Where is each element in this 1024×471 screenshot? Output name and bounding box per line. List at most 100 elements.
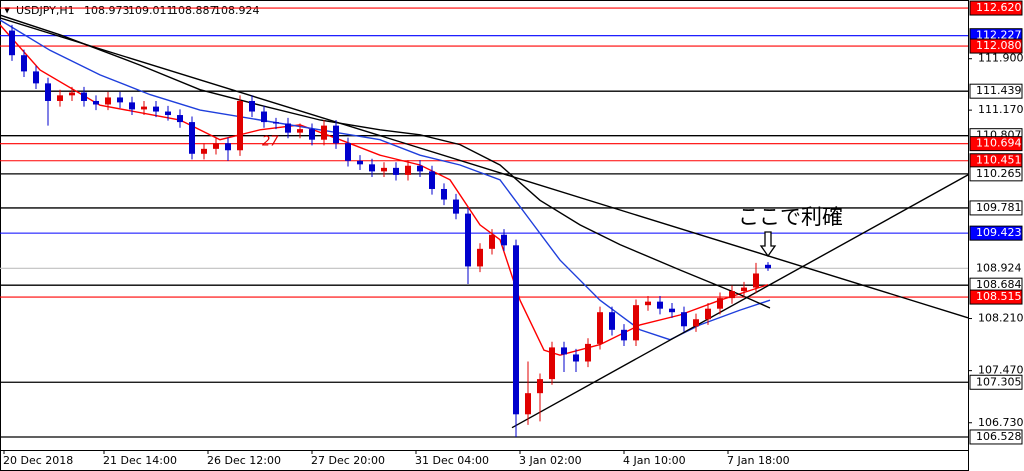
- level-label: 112.620: [976, 1, 1022, 14]
- candle-body: [225, 143, 231, 151]
- candle-body: [165, 111, 171, 116]
- candle-body: [81, 92, 87, 101]
- high: 109.011: [128, 4, 174, 17]
- level-label-box: [969, 166, 1023, 182]
- low: 108.887: [171, 4, 217, 17]
- candle-body: [333, 125, 339, 144]
- candle-body: [717, 298, 723, 309]
- candle-body: [321, 125, 327, 140]
- candle-body: [417, 165, 423, 172]
- candle-body: [129, 102, 135, 110]
- level-label: 110.265: [976, 167, 1022, 180]
- candle-body: [141, 106, 147, 110]
- annotation: 27: [262, 135, 279, 150]
- candle-body: [345, 143, 351, 161]
- candle-body: [369, 164, 375, 172]
- candle-body: [633, 305, 639, 341]
- close: 108.924: [214, 4, 260, 17]
- level-label-box: [969, 200, 1023, 216]
- level-label: 108.924: [976, 261, 1022, 274]
- y-tick-label: 111.900: [978, 52, 1024, 65]
- candle-body: [201, 148, 207, 154]
- x-tick-label: 4 Jan 10:00: [623, 454, 686, 467]
- level-label: 111.439: [976, 84, 1022, 97]
- level-label-box: [969, 374, 1023, 390]
- candle-body: [441, 188, 447, 200]
- candle-body: [549, 347, 555, 380]
- level-label: 107.305: [976, 375, 1022, 388]
- level-label-box: [969, 289, 1023, 305]
- candle-body: [153, 106, 159, 112]
- x-tick-label: 27 Dec 20:00: [311, 454, 385, 467]
- x-tick-label: 7 Jan 18:00: [727, 454, 790, 467]
- x-tick-label: 21 Dec 14:00: [103, 454, 177, 467]
- candle-body: [285, 123, 291, 133]
- candle-body: [477, 248, 483, 267]
- candle-body: [177, 115, 183, 123]
- candle-body: [273, 122, 279, 124]
- candle-body: [297, 129, 303, 133]
- x-tick-label: 20 Dec 2018: [3, 454, 73, 467]
- y-tick-label: 111.170: [978, 103, 1024, 116]
- candle-body: [585, 343, 591, 362]
- candle-body: [465, 213, 471, 267]
- candle-body: [429, 171, 435, 189]
- candle-body: [117, 97, 123, 103]
- candle-body: [729, 291, 735, 299]
- candle-body: [693, 319, 699, 327]
- level-label: 108.515: [976, 290, 1022, 303]
- open: 108.973: [84, 4, 130, 17]
- level-label-box: [969, 429, 1023, 445]
- candle-body: [453, 199, 459, 214]
- level-label-box: [969, 0, 1023, 16]
- candle-body: [381, 167, 387, 172]
- candle-body: [105, 97, 111, 105]
- level-label-box: [969, 136, 1023, 152]
- x-tick-label: 31 Dec 04:00: [415, 454, 489, 467]
- candle-body: [753, 273, 759, 288]
- level-label: 110.451: [976, 154, 1022, 167]
- x-tick-label: 26 Dec 12:00: [207, 454, 281, 467]
- candle-body: [501, 234, 507, 246]
- candle-body: [537, 379, 543, 394]
- candle-body: [609, 312, 615, 330]
- candle-body: [57, 95, 63, 101]
- level-label: 108.684: [976, 278, 1022, 291]
- candle-body: [189, 122, 195, 154]
- candle-body: [357, 160, 363, 165]
- candle-body: [261, 111, 267, 123]
- candle-body: [597, 312, 603, 344]
- candle-body: [237, 100, 243, 151]
- menu-arrow: ▼: [4, 6, 11, 15]
- candle-body: [621, 329, 627, 341]
- candle-body: [513, 245, 519, 415]
- candle-body: [405, 165, 411, 175]
- candle-body: [489, 234, 495, 249]
- candle-body: [33, 71, 39, 84]
- annotation-arrow: [759, 231, 777, 258]
- candle-body: [393, 167, 399, 175]
- candle-body: [45, 83, 51, 101]
- level-label: 109.781: [976, 201, 1022, 214]
- candle-body: [525, 393, 531, 415]
- level-label-box: [969, 38, 1023, 54]
- candle-body: [681, 312, 687, 327]
- symbol: USDJPY,H1: [16, 4, 75, 17]
- level-label-box: [969, 225, 1023, 241]
- candle-body: [249, 100, 255, 112]
- indicator-line: [511, 174, 969, 429]
- y-tick-label: 106.730: [978, 416, 1024, 429]
- candle-body: [645, 301, 651, 306]
- candle-body: [561, 347, 567, 355]
- level-label: 112.227: [976, 29, 1022, 42]
- candle-body: [9, 30, 15, 56]
- candle-body: [69, 92, 75, 96]
- level-label-box: [969, 260, 1023, 276]
- annotation: ここで利確: [738, 205, 843, 229]
- level-label: 110.694: [976, 137, 1022, 150]
- candle-body: [573, 354, 579, 362]
- indicator-line: [0, 17, 969, 319]
- candle-body: [657, 301, 663, 309]
- level-label-box: [969, 83, 1023, 99]
